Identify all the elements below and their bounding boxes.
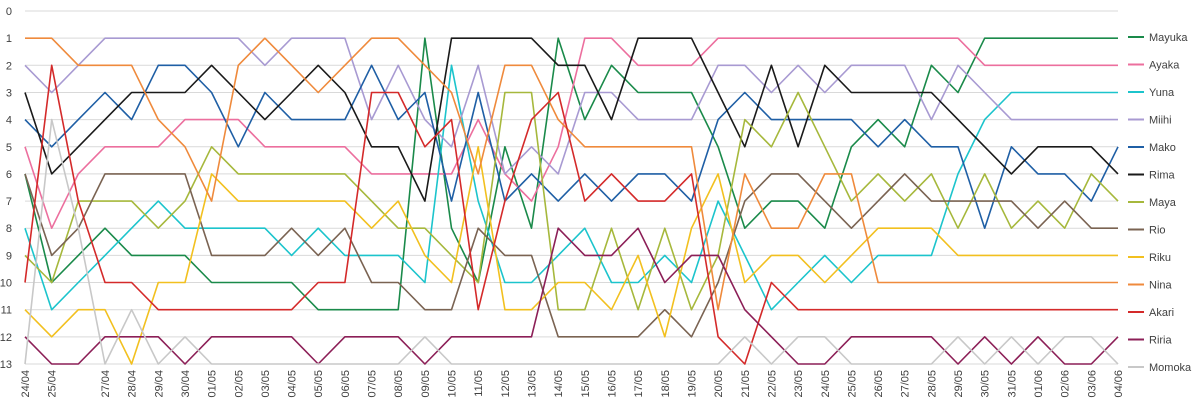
y-tick-label: 12 [0,332,12,344]
y-tick-label: 3 [6,87,12,99]
legend-item: Riku [1128,252,1171,264]
x-tick-label: 10/05 [447,370,459,398]
x-tick-label: 16/05 [606,370,618,398]
x-tick-label: 01/05 [207,370,219,398]
x-axis: 24/04 25/04 27/04 28/04 29/04 30/04 01/05 02/05… [20,370,1125,398]
legend-item: Momoka [1128,362,1192,374]
y-tick-label: 5 [6,142,12,154]
x-tick-label: 20/05 [713,370,725,398]
y-tick-label: 1 [6,33,12,45]
x-tick-label: 13/05 [527,370,539,398]
x-tick-label: 30/04 [180,370,192,398]
x-tick-label: 15/05 [580,370,592,398]
x-tick-label: 03/06 [1086,370,1098,398]
x-tick-label: 01/06 [1033,370,1045,398]
y-tick-label: 13 [0,359,12,371]
series-line-rio [24,173,1118,338]
x-tick-label: 27/04 [100,370,112,398]
x-tick-label: 06/05 [340,370,352,398]
y-tick-label: 6 [6,169,12,181]
legend-item: Rima [1128,170,1176,182]
x-tick-label: 25/05 [846,370,858,398]
x-tick-label: 27/05 [900,370,912,398]
legend-label: Mayuka [1149,32,1188,44]
x-tick-label: 14/05 [553,370,565,398]
series-line-mayuka [24,37,1118,311]
x-tick-label: 22/05 [766,370,778,398]
x-tick-label: 28/05 [926,370,938,398]
y-tick-label: 11 [1,305,12,317]
y-tick-label: 9 [6,250,12,262]
legend-item: Nina [1128,280,1173,292]
y-tick-label: 7 [6,196,12,208]
y-tick-label: 0 [6,6,12,18]
x-tick-label: 30/05 [980,370,992,398]
series-line-maya [24,91,1119,311]
legend-label: Maya [1149,197,1177,209]
legend: Mayuka Ayaka Yuna Miihi Mako Rima Maya Rio Riku N… [1128,32,1192,374]
x-tick-label: 05/05 [313,370,325,398]
series-line-ayaka [24,37,1118,229]
legend-item: Ayaka [1128,60,1180,72]
series-line-mako [24,64,1119,229]
x-tick-label: 17/05 [633,370,645,398]
x-tick-label: 29/05 [953,370,965,398]
x-tick-label: 31/05 [1006,370,1018,398]
series-line-riria [24,227,1119,365]
x-tick-label: 12/05 [500,370,512,398]
legend-item: Maya [1128,197,1177,209]
legend-label: Momoka [1149,362,1192,374]
x-tick-label: 26/05 [873,370,885,398]
legend-label: Mako [1149,142,1176,154]
x-tick-label: 18/05 [660,370,672,398]
x-tick-label: 25/04 [47,370,59,398]
legend-item: Mayuka [1128,32,1188,44]
x-tick-label: 21/05 [740,370,752,398]
x-tick-label: 24/04 [20,370,32,398]
x-tick-label: 09/05 [420,370,432,398]
x-tick-label: 08/05 [393,370,405,398]
legend-label: Rio [1149,225,1166,237]
legend-item: Yuna [1128,87,1175,99]
legend-label: Nina [1149,280,1173,292]
y-tick-label: 10 [0,278,12,290]
legend-label: Akari [1149,307,1174,319]
x-tick-label: 03/05 [260,370,272,398]
y-tick-label: 8 [6,223,12,235]
x-tick-label: 07/05 [367,370,379,398]
series-line-rima [24,37,1119,202]
legend-label: Miihi [1149,115,1172,127]
series-group [24,37,1119,365]
legend-item: Mako [1128,142,1176,154]
x-tick-label: 11/05 [473,370,485,397]
x-tick-label: 04/05 [287,370,299,398]
legend-label: Yuna [1149,87,1175,99]
x-tick-label: 02/05 [233,370,245,398]
x-tick-label: 19/05 [686,370,698,398]
legend-item: Miihi [1128,115,1172,127]
legend-label: Rima [1149,170,1176,182]
x-tick-label: 02/06 [1060,370,1072,398]
x-tick-label: 24/05 [820,370,832,398]
legend-label: Riria [1149,335,1172,347]
legend-label: Riku [1149,252,1171,264]
x-tick-label: 23/05 [793,370,805,398]
x-tick-label: 29/04 [153,370,165,398]
legend-item: Riria [1128,335,1172,347]
legend-item: Akari [1128,307,1174,319]
legend-item: Rio [1128,225,1166,237]
y-tick-label: 4 [6,115,12,127]
series-line-nina [25,37,1118,311]
x-tick-label: 28/04 [127,370,139,398]
legend-label: Ayaka [1149,60,1180,72]
y-tick-label: 2 [6,60,12,72]
x-tick-label: 04/06 [1113,370,1125,398]
series-line-akari [24,64,1118,365]
series-line-momoka [24,118,1119,365]
